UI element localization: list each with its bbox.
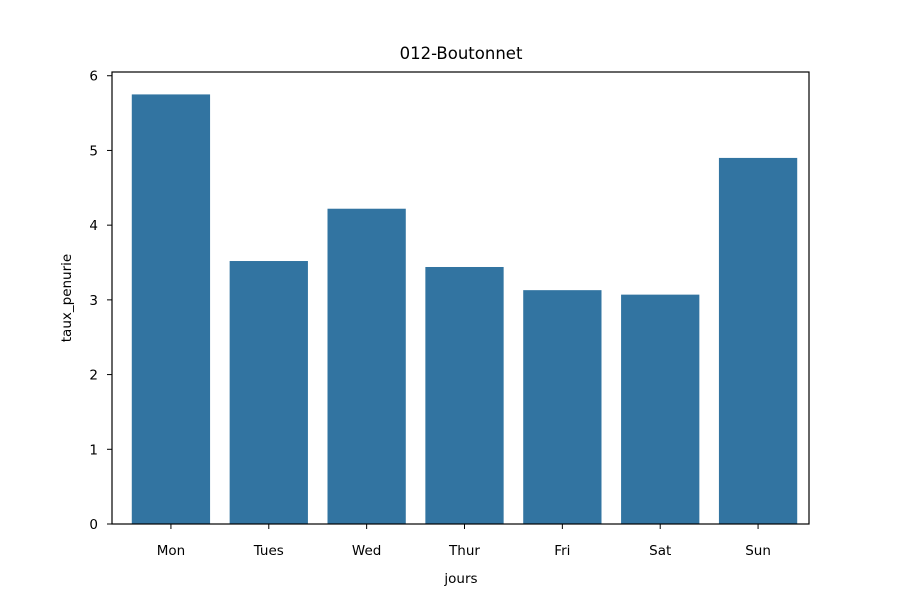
y-tick-label: 1 <box>89 442 98 458</box>
x-tick-label: Mon <box>157 543 185 559</box>
bars-group <box>131 94 798 525</box>
y-tick-label: 6 <box>89 69 98 85</box>
bar-wed <box>327 208 406 525</box>
bar-fri <box>523 290 602 524</box>
y-tick-label: 0 <box>89 517 98 533</box>
x-tick-label: Wed <box>352 543 381 559</box>
bar-thur <box>425 266 504 524</box>
y-tick-label: 5 <box>89 143 98 159</box>
chart-title: 012-Boutonnet <box>400 44 523 63</box>
x-axis-label: jours <box>443 571 477 587</box>
x-tick-label: Sat <box>649 543 671 559</box>
bar-tues <box>229 261 308 524</box>
x-tick-label: Fri <box>554 543 570 559</box>
bar-sun <box>718 157 798 524</box>
plot-frame <box>111 71 810 525</box>
x-tick-label: Thur <box>448 543 480 559</box>
x-axis-ticks: Mon Tues Wed Thur Fri Sat Sun <box>157 524 771 559</box>
y-tick-label: 4 <box>89 218 98 234</box>
bar-sat <box>621 294 700 524</box>
y-tick-label: 2 <box>89 368 98 384</box>
x-tick-label: Sun <box>745 543 771 559</box>
y-tick-label: 3 <box>89 293 98 309</box>
y-axis-label: taux_penurie <box>59 254 75 342</box>
x-tick-label: Tues <box>253 543 284 559</box>
bar-mon <box>131 94 211 525</box>
y-axis-ticks: 0 1 2 3 4 5 6 <box>89 69 112 533</box>
